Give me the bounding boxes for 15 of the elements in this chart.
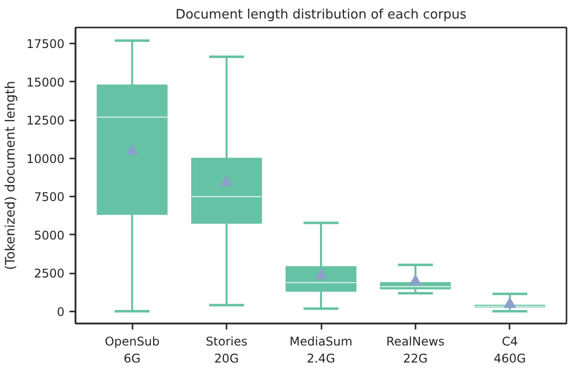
- y-tick-label: 10000: [26, 152, 65, 166]
- x-tick-label: MediaSum 2.4G: [290, 334, 352, 366]
- x-tick-label: Stories 20G: [206, 334, 248, 366]
- y-tick-label: 0: [56, 304, 65, 319]
- y-axis-title: (Tokenized) document length: [3, 80, 18, 270]
- y-tick-label: 12500: [26, 114, 65, 128]
- y-tick-label: 5000: [34, 228, 65, 242]
- chart-title: Document length distribution of each corpus: [175, 8, 467, 22]
- x-tick-label: RealNews 22G: [386, 334, 445, 366]
- x-tick-label: OpenSub 6G: [104, 334, 160, 366]
- y-tick-label: 7500: [34, 190, 65, 204]
- y-tick-label: 17500: [26, 37, 65, 52]
- x-tick-label: C4 460G: [494, 334, 526, 366]
- y-tick-label: 2500: [34, 266, 65, 281]
- y-tick-label: 15000: [26, 75, 65, 90]
